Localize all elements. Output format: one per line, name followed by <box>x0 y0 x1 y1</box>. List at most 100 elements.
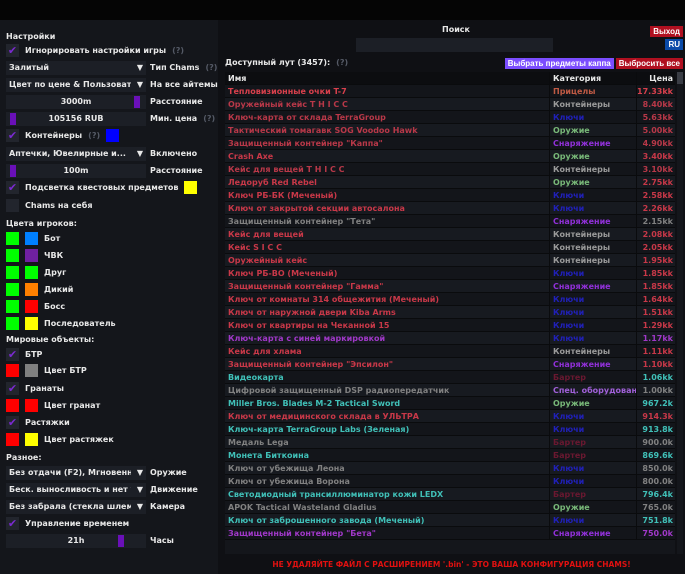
distance2-slider[interactable]: 100m <box>6 163 146 178</box>
drop-all-button[interactable]: Выбросить все <box>615 58 683 69</box>
table-row[interactable]: APOK Tactical Wasteland Gladius Оружие 765… <box>225 501 675 514</box>
table-row[interactable]: Защищенный контейнер "Бета" Снаряжение 750… <box>225 527 675 540</box>
player-color-swatch-1[interactable] <box>6 300 19 313</box>
slider-handle[interactable] <box>134 95 140 108</box>
categories-dropdown[interactable]: Аптечки, Ювелирные и... ▼ <box>6 146 146 161</box>
table-row[interactable]: Ключ-карта TerraGroup Labs (Зеленая) Ключ… <box>225 423 675 436</box>
containers-color-swatch[interactable] <box>106 129 120 142</box>
help-hint[interactable]: (?) <box>336 58 349 67</box>
table-row[interactable]: Ключ-карта от склада TerraGroup Ключи 5.63… <box>225 111 675 124</box>
label: Движение <box>150 485 198 494</box>
table-row[interactable]: Ключ РБ-ВО (Меченый) Ключи 1.85kk <box>225 267 675 280</box>
table-row[interactable]: Ключ от заброшенного завода (Меченый) Клю… <box>225 514 675 527</box>
scrollbar[interactable] <box>677 72 683 554</box>
time-control-checkbox[interactable]: ✔ Управление временем <box>6 516 129 531</box>
table-row[interactable]: Ключ от убежища Леона Ключи 850.0k <box>225 462 675 475</box>
grenade-color-swatch-1[interactable] <box>6 399 19 412</box>
loot-title-row: Доступный лут (3457): (?) <box>225 58 348 67</box>
table-row[interactable]: Ключ от комнаты 314 общежития (Меченый) К… <box>225 293 675 306</box>
quest-color-swatch[interactable] <box>184 181 198 194</box>
grenades-checkbox[interactable]: ✔ Гранаты <box>6 381 64 396</box>
btr-color-swatch-2[interactable] <box>25 364 38 377</box>
hours-slider[interactable]: 21h <box>6 533 146 548</box>
player-color-swatch-2[interactable] <box>25 232 38 245</box>
table-row[interactable]: Ключ-карта с синей маркировкой Ключи 1.17k… <box>225 332 675 345</box>
item-name: Оружейный кейс <box>225 254 550 266</box>
help-hint[interactable]: (?) <box>203 114 216 123</box>
player-color-swatch-1[interactable] <box>6 317 19 330</box>
exit-button[interactable]: Выход <box>650 26 683 37</box>
help-hint[interactable]: (?) <box>205 63 218 72</box>
column-category[interactable]: Категория <box>550 72 637 84</box>
table-row[interactable]: Оружейный кейс Контейнеры 1.95kk <box>225 254 675 267</box>
min-price-slider[interactable]: 105156 RUB <box>6 111 146 126</box>
label: Дикий <box>44 285 74 294</box>
player-color-swatch-2[interactable] <box>25 249 38 262</box>
column-name[interactable]: Имя <box>225 72 550 84</box>
btr-checkbox[interactable]: ✔ БТР <box>6 347 42 362</box>
language-button[interactable]: RU <box>665 39 683 50</box>
player-color-swatch-1[interactable] <box>6 266 19 279</box>
column-price[interactable]: Цена <box>649 73 673 83</box>
table-row[interactable]: Защищенный контейнер "Тета" Снаряжение 2.1… <box>225 215 675 228</box>
player-color-swatch-1[interactable] <box>6 249 19 262</box>
player-color-swatch-1[interactable] <box>6 283 19 296</box>
slider-handle[interactable] <box>118 534 124 547</box>
tripwire-color-swatch-2[interactable] <box>25 433 38 446</box>
tripwire-color-swatch-1[interactable] <box>6 433 19 446</box>
table-row[interactable]: Miller Bros. Blades M-2 Tactical Sword Ор… <box>225 397 675 410</box>
config-warning: НЕ УДАЛЯЙТЕ ФАЙЛ С РАСШИРЕНИЕМ '.bin' - … <box>272 559 631 569</box>
item-name: Ключ РБ-БК (Меченый) <box>225 189 550 201</box>
distance-slider[interactable]: 3000m <box>6 94 146 109</box>
table-row[interactable]: Тепловизионные очки T-7 Прицелы 17.33kk <box>225 85 675 98</box>
table-row[interactable]: Ключ от закрытой секции автосалона Ключи 2… <box>225 202 675 215</box>
grenade-color-swatch-2[interactable] <box>25 399 38 412</box>
scrollbar-thumb[interactable] <box>677 72 683 84</box>
slider-handle[interactable] <box>10 112 16 125</box>
table-row[interactable]: Монета Биткоина Бартер 869.6k <box>225 449 675 462</box>
table-row[interactable]: Цифровой защищенный DSP радиопередатчик С… <box>225 384 675 397</box>
table-row[interactable]: Тактический томагавк SOG Voodoo Hawk Оруж… <box>225 124 675 137</box>
table-row[interactable]: Светодиодный трансиллюминатор кожи LEDX Б… <box>225 488 675 501</box>
color-mode-dropdown[interactable]: Цвет по цене & Пользователь ▼ <box>6 77 146 92</box>
tripwires-checkbox[interactable]: ✔ Растяжки <box>6 415 70 430</box>
select-kappa-button[interactable]: Выбрать предметы каппа <box>504 58 614 69</box>
table-row[interactable]: Ключ от наружной двери Kiba Arms Ключи 1.5… <box>225 306 675 319</box>
player-color-swatch-2[interactable] <box>25 317 38 330</box>
table-row[interactable]: Кейс для вещей Контейнеры 2.08kk <box>225 228 675 241</box>
movement-dropdown[interactable]: Беск. выносливость и нет уста ▼ <box>6 482 146 497</box>
table-row[interactable]: Crash Axe Оружие 3.40kk <box>225 150 675 163</box>
weapon-dropdown[interactable]: Без отдачи (F2), Мгновенное п ▼ <box>6 465 146 480</box>
table-row[interactable]: Оружейный кейс T H I C C Контейнеры 8.40kk <box>225 98 675 111</box>
help-hint[interactable]: (?) <box>172 46 185 55</box>
table-row[interactable]: Ключ от квартиры на Чеканной 15 Ключи 1.29… <box>225 319 675 332</box>
table-row[interactable]: Медаль Lega Бартер 900.0k <box>225 436 675 449</box>
item-category: Оружие <box>550 397 637 409</box>
player-color-swatch-2[interactable] <box>25 300 38 313</box>
camera-dropdown[interactable]: Без забрала (стекла шлема) ▼ <box>6 499 146 514</box>
player-color-swatch-2[interactable] <box>25 266 38 279</box>
table-row[interactable]: Кейс для вещей T H I C C Контейнеры 3.10kk <box>225 163 675 176</box>
help-hint[interactable]: (?) <box>88 131 101 140</box>
containers-checkbox[interactable]: ✔ Контейнеры (?) <box>6 128 125 143</box>
table-row[interactable]: Защищенный контейнер "Гамма" Снаряжение 1.… <box>225 280 675 293</box>
search-input[interactable] <box>356 38 553 52</box>
table-row[interactable]: Ключ от медицинского склада в УЛЬТРА Ключ… <box>225 410 675 423</box>
table-row[interactable]: Ключ РБ-БК (Меченый) Ключи 2.58kk <box>225 189 675 202</box>
table-row[interactable]: Ледоруб Red Rebel Оружие 2.75kk <box>225 176 675 189</box>
btr-color-swatch-1[interactable] <box>6 364 19 377</box>
table-row[interactable]: Защищенный контейнер "Эпсилон" Снаряжение… <box>225 358 675 371</box>
player-color-swatch-1[interactable] <box>6 232 19 245</box>
chams-type-dropdown[interactable]: Залитый ▼ <box>6 60 146 75</box>
table-row[interactable]: Кейс S I C C Контейнеры 2.05kk <box>225 241 675 254</box>
table-row[interactable]: Ключ от убежища Ворона Ключи 800.0k <box>225 475 675 488</box>
table-row[interactable]: Защищенный контейнер "Каппа" Снаряжение 4.… <box>225 137 675 150</box>
table-row[interactable]: Видеокарта Бартер 1.06kk <box>225 371 675 384</box>
chams-self-checkbox[interactable]: Chams на себя <box>6 198 92 213</box>
player-color-swatch-2[interactable] <box>25 283 38 296</box>
ignore-game-settings-checkbox[interactable]: ✔ Игнорировать настройки игры (?) <box>6 43 184 58</box>
player-color-4: Босс <box>6 299 65 314</box>
quest-highlight-checkbox[interactable]: ✔ Подсветка квестовых предметов <box>6 180 203 195</box>
slider-handle[interactable] <box>10 164 16 177</box>
table-row[interactable]: Кейс для хлама Контейнеры 1.11kk <box>225 345 675 358</box>
